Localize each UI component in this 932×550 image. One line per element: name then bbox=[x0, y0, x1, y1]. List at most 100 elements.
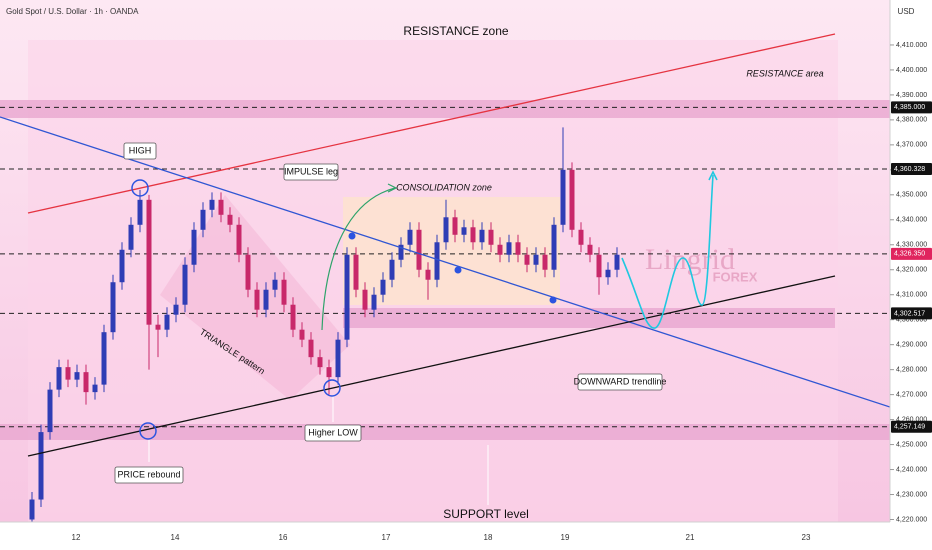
y-tick-label: 4,410.000 bbox=[896, 42, 927, 49]
y-tick-label: 4,350.000 bbox=[896, 192, 927, 199]
marker-circle bbox=[131, 179, 149, 197]
candle-body bbox=[497, 244, 503, 255]
annotation: SUPPORT level bbox=[443, 507, 529, 521]
candle-body bbox=[533, 254, 539, 265]
candle-body bbox=[119, 249, 125, 283]
candle-body bbox=[398, 244, 404, 260]
candle-body bbox=[290, 304, 296, 330]
annotation: IMPULSE leg bbox=[284, 166, 338, 176]
y-tick-label: 4,370.000 bbox=[896, 142, 927, 149]
y-tick-label: 4,330.000 bbox=[896, 242, 927, 249]
y-tick-label: 4,300.000 bbox=[896, 317, 927, 324]
touch-dot bbox=[348, 232, 356, 240]
x-tick-label: 12 bbox=[72, 533, 81, 542]
level-tag bbox=[891, 307, 932, 320]
resistance-trendline bbox=[27, 33, 836, 214]
candle-body bbox=[488, 229, 494, 245]
label-box bbox=[114, 466, 184, 484]
label-box bbox=[304, 424, 362, 442]
y-tick-label: 4,250.000 bbox=[896, 441, 927, 448]
candle-body bbox=[209, 199, 215, 210]
candle-body bbox=[371, 294, 377, 310]
x-tick-label: 23 bbox=[802, 533, 811, 542]
resistance-band bbox=[0, 100, 890, 118]
candle-body bbox=[335, 339, 341, 378]
candle-body bbox=[524, 254, 530, 265]
impulse-arrow bbox=[321, 187, 396, 331]
candle-body bbox=[542, 254, 548, 270]
y-tick-label: 4,260.000 bbox=[896, 416, 927, 423]
y-tick-label: 4,340.000 bbox=[896, 217, 927, 224]
candle-body bbox=[263, 289, 269, 310]
candle-body bbox=[560, 169, 566, 225]
candle-body bbox=[65, 367, 71, 380]
candle-body bbox=[137, 199, 143, 225]
candle-body bbox=[407, 229, 413, 245]
x-tick-label: 17 bbox=[382, 533, 391, 542]
x-tick-label: 14 bbox=[171, 533, 180, 542]
marker-circle bbox=[139, 422, 157, 440]
touch-dot bbox=[549, 296, 557, 304]
candle-body bbox=[110, 282, 116, 333]
candle-body bbox=[272, 279, 278, 290]
candle-body bbox=[425, 269, 431, 280]
y-tick-label: 4,240.000 bbox=[896, 466, 927, 473]
x-tick-label: 19 bbox=[561, 533, 570, 542]
projection-path bbox=[621, 174, 714, 329]
candle-body bbox=[479, 229, 485, 243]
base-band bbox=[343, 308, 835, 328]
x-tick-label: 21 bbox=[686, 533, 695, 542]
price-axis bbox=[890, 0, 932, 550]
annotation: RESISTANCE area bbox=[746, 68, 823, 78]
y-tick-label: 4,280.000 bbox=[896, 366, 927, 373]
level-tag bbox=[891, 101, 932, 114]
candle-body bbox=[434, 242, 440, 280]
candle-body bbox=[38, 432, 44, 500]
annotation: RESISTANCE zone bbox=[403, 24, 508, 38]
level-label: 4,385.000 bbox=[894, 104, 925, 111]
projection-arrow bbox=[708, 170, 718, 181]
candle-body bbox=[191, 229, 197, 265]
candle-body bbox=[92, 384, 98, 393]
candle-body bbox=[416, 229, 422, 270]
y-tick-label: 4,230.000 bbox=[896, 491, 927, 498]
support-trendline bbox=[27, 275, 836, 457]
candle-body bbox=[317, 357, 323, 368]
consolidation-box bbox=[343, 197, 560, 305]
candle-body bbox=[101, 332, 107, 385]
candle-body bbox=[461, 227, 467, 235]
annotation: HIGH bbox=[129, 145, 152, 155]
y-tick-label: 4,270.000 bbox=[896, 391, 927, 398]
candle-body bbox=[344, 254, 350, 340]
candle-body bbox=[146, 199, 152, 325]
candle-body bbox=[83, 372, 89, 393]
level-label: 4,360.328 bbox=[894, 166, 925, 173]
level-tag bbox=[891, 163, 932, 176]
candle-body bbox=[56, 367, 62, 390]
candle-body bbox=[218, 199, 224, 215]
candle-body bbox=[605, 269, 611, 278]
currency: USD bbox=[898, 7, 915, 16]
level-label: 4,257.149 bbox=[894, 424, 925, 431]
candle-body bbox=[362, 289, 368, 310]
candle-body bbox=[173, 304, 179, 315]
candle-body bbox=[281, 279, 287, 305]
downward-trendline bbox=[0, 116, 891, 408]
candle-body bbox=[245, 254, 251, 290]
candle-body bbox=[128, 224, 134, 250]
candle-body bbox=[227, 214, 233, 225]
chart-title: Gold Spot / U.S. Dollar · 1h · OANDA bbox=[6, 7, 139, 16]
y-tick-label: 4,390.000 bbox=[896, 92, 927, 99]
candle-body bbox=[452, 217, 458, 235]
candle-body bbox=[326, 367, 332, 378]
touch-dot bbox=[454, 266, 462, 274]
y-tick-label: 4,290.000 bbox=[896, 342, 927, 349]
x-tick-label: 18 bbox=[484, 533, 493, 542]
candle-body bbox=[299, 329, 305, 340]
candle-body bbox=[236, 224, 242, 255]
candle-body bbox=[551, 224, 557, 270]
candle-body bbox=[569, 169, 575, 230]
x-tick-label: 16 bbox=[279, 533, 288, 542]
candle-body bbox=[614, 254, 620, 270]
